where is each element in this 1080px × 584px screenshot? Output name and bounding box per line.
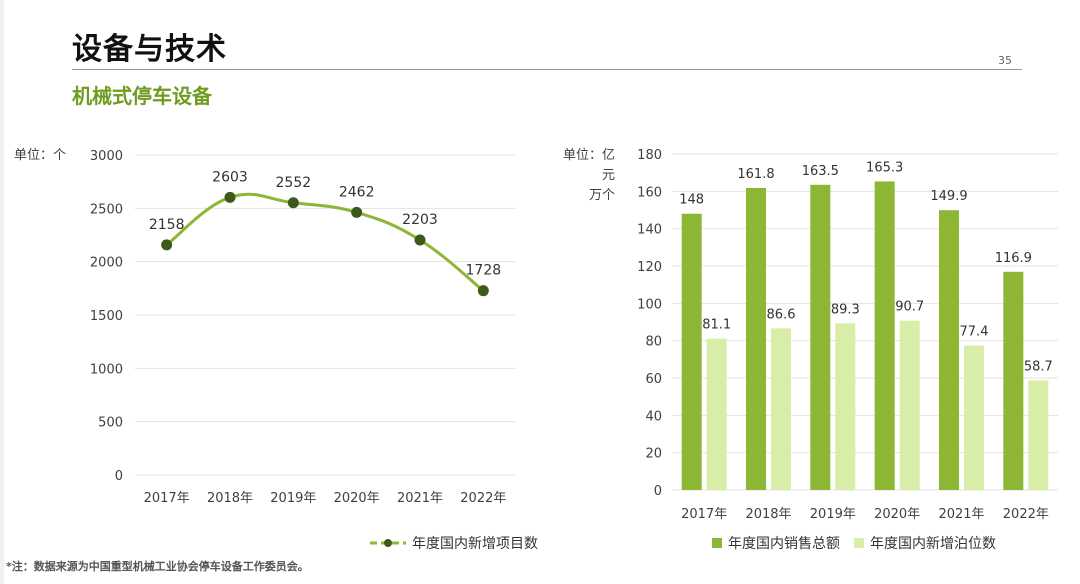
bar-berths (1028, 380, 1049, 490)
legend-item-sales: 年度国内销售总额 (712, 533, 840, 553)
bar-sales (746, 187, 766, 490)
bar-berths (835, 323, 856, 490)
bar-berths (899, 320, 920, 490)
data-label: 2552 (276, 175, 312, 191)
y-tick-label: 2500 (90, 202, 123, 217)
page-edge (0, 0, 4, 584)
bar-sales (1003, 271, 1024, 490)
x-tick-label: 2021年 (938, 507, 984, 522)
data-point (414, 234, 426, 246)
section-subtitle: 机械式停车设备 (72, 84, 212, 108)
legend-item-berths: 年度国内新增泊位数 (854, 533, 996, 553)
x-tick-label: 2019年 (270, 491, 316, 506)
y-tick-label: 1000 (90, 362, 123, 377)
line-chart-unit-label: 单位：个 (14, 148, 67, 163)
y-tick-label: 80 (645, 335, 662, 350)
x-tick-label: 2018年 (207, 491, 253, 506)
line-legend-marker-icon (370, 539, 406, 547)
bar-sales (939, 210, 959, 491)
x-tick-label: 2017年 (681, 507, 727, 522)
bar-chart-unit-line-2: 万个 (588, 188, 615, 203)
x-tick-label: 2019年 (810, 507, 856, 522)
line-chart-legend: 年度国内新增项目数 (370, 533, 538, 553)
y-tick-label: 0 (654, 484, 662, 499)
y-tick-label: 180 (637, 148, 662, 163)
data-label: 2603 (212, 169, 248, 185)
y-tick-label: 40 (645, 409, 662, 424)
line-chart: 0 500 1000 1500 2000 2500 3000 2017年 2018年 2019年 2… (90, 149, 515, 506)
sales-swatch-icon (712, 538, 722, 548)
bar-sales (810, 184, 831, 491)
data-point (224, 191, 236, 203)
data-label: 81.1 (702, 318, 731, 333)
data-label: 2462 (339, 184, 375, 200)
data-label: 2158 (149, 217, 185, 233)
x-tick-label: 2022年 (460, 491, 506, 506)
y-tick-label: 500 (98, 416, 123, 431)
bar-chart: 0 20 40 60 80 100 120 140 160 180 2017年 2018年 2019年 2… (637, 148, 1058, 522)
data-point (287, 197, 299, 209)
title-divider (72, 69, 1022, 70)
y-tick-label: 160 (637, 185, 662, 200)
line-legend-label: 年度国内新增项目数 (412, 536, 538, 552)
y-tick-label: 3000 (90, 149, 123, 164)
bar-sales (681, 213, 702, 490)
series-line (165, 192, 485, 292)
y-tick-label: 20 (645, 447, 662, 462)
data-label: 148 (679, 193, 704, 208)
data-point (351, 206, 363, 218)
berths-swatch-icon (854, 538, 864, 548)
y-tick-label: 60 (645, 372, 662, 387)
bar-berths (706, 338, 727, 490)
x-tick-label: 2021年 (397, 491, 443, 506)
bar-sales (874, 181, 895, 490)
bar-berths (964, 345, 984, 490)
sales-legend-label: 年度国内销售总额 (728, 536, 840, 552)
x-tick-label: 2017年 (144, 491, 190, 506)
bar-chart-unit-label: 单位：亿元 万个 (553, 146, 615, 206)
data-label: 58.7 (1024, 359, 1053, 374)
data-label: 86.6 (767, 307, 796, 322)
berths-legend-label: 年度国内新增泊位数 (870, 536, 996, 552)
y-tick-label: 140 (637, 223, 662, 238)
data-label: 77.4 (960, 325, 989, 340)
data-label: 161.8 (737, 167, 774, 182)
data-label: 165.3 (866, 160, 903, 175)
data-label: 90.7 (895, 300, 924, 315)
data-label: 2203 (402, 212, 438, 228)
page-number: 35 (998, 54, 1012, 67)
x-tick-label: 2018年 (745, 507, 791, 522)
bar-berths (771, 328, 791, 490)
y-tick-label: 0 (115, 469, 123, 484)
data-label: 116.9 (995, 251, 1032, 266)
data-label: 163.5 (802, 164, 839, 179)
x-tick-label: 2020年 (334, 491, 380, 506)
data-label: 1728 (466, 263, 502, 279)
bar-chart-legend: 年度国内销售总额 年度国内新增泊位数 (712, 533, 1010, 553)
data-point (161, 239, 173, 251)
data-label: 149.9 (930, 189, 967, 204)
data-point (477, 285, 489, 297)
x-tick-label: 2022年 (1003, 507, 1049, 522)
data-label: 89.3 (831, 302, 860, 317)
x-tick-label: 2020年 (874, 507, 920, 522)
y-tick-label: 1500 (90, 309, 123, 324)
y-tick-label: 120 (637, 260, 662, 275)
bar-chart-unit-line-1: 单位：亿元 (562, 148, 615, 183)
page-title: 设备与技术 (72, 32, 227, 67)
footnote: *注：数据来源为中国重型机械工业协会停车设备工作委员会。 (6, 560, 309, 573)
y-tick-label: 100 (637, 297, 662, 312)
y-tick-label: 2000 (90, 256, 123, 271)
